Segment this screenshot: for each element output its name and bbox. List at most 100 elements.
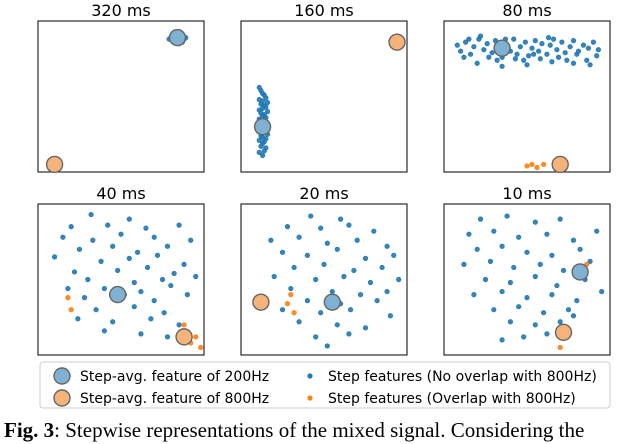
blue-point	[105, 222, 111, 228]
blue-point	[560, 267, 567, 274]
blue-point	[271, 273, 277, 280]
blue-point	[499, 63, 505, 69]
figure-caption: Fig. 3: Stepwise representations of the …	[4, 418, 640, 443]
blue-point	[514, 51, 520, 57]
blue-point	[85, 276, 91, 283]
blue-point	[466, 231, 472, 237]
blue-point	[184, 292, 190, 298]
blue-point	[574, 51, 580, 57]
blue-point	[584, 57, 590, 63]
blue-point	[181, 261, 187, 268]
legend-marker	[53, 389, 71, 407]
orange-point	[65, 295, 71, 301]
blue-point	[461, 261, 467, 268]
blue-point	[557, 216, 563, 222]
panel-title: 10 ms	[502, 184, 551, 203]
blue-point	[93, 307, 99, 313]
blue-point	[304, 252, 311, 258]
blue-point	[587, 62, 593, 68]
blue-point	[487, 258, 494, 264]
blue-point	[321, 261, 327, 268]
blue-point	[565, 307, 572, 313]
orange-point	[198, 344, 204, 351]
avg-800hz-marker	[175, 328, 193, 346]
blue-point	[68, 224, 74, 230]
blue-point	[126, 216, 132, 222]
blue-point	[471, 292, 477, 298]
blue-point	[599, 288, 605, 295]
blue-point	[537, 56, 543, 62]
blue-point	[98, 258, 104, 264]
blue-point	[477, 33, 484, 39]
blue-point	[347, 307, 354, 313]
blue-point	[279, 249, 286, 255]
blue-point	[474, 246, 480, 252]
orange-point	[181, 322, 187, 328]
blue-point	[570, 237, 577, 243]
orange-point	[193, 334, 199, 340]
blue-point	[367, 279, 374, 286]
blue-point	[164, 334, 171, 340]
blue-point	[574, 298, 580, 304]
blue-point	[279, 307, 286, 313]
blue-point	[341, 273, 347, 280]
blue-point	[554, 47, 560, 53]
blue-point	[521, 334, 527, 340]
blue-point	[489, 50, 495, 56]
blue-point	[517, 44, 523, 50]
blue-point	[511, 36, 517, 42]
blue-point	[471, 44, 477, 50]
blue-point	[494, 57, 500, 63]
blue-point	[288, 285, 294, 292]
blue-point	[151, 298, 157, 304]
blue-point	[594, 228, 600, 234]
blue-point	[176, 222, 182, 228]
blue-point	[110, 243, 116, 249]
blue-point	[351, 267, 357, 274]
blue-point	[550, 36, 557, 42]
blue-point	[570, 60, 577, 66]
avg-800hz-marker	[45, 155, 64, 174]
orange-point	[534, 164, 540, 171]
blue-point	[580, 42, 587, 48]
blue-point	[90, 237, 96, 243]
legend-box	[39, 361, 611, 409]
panel-title: 320 ms	[91, 1, 151, 20]
blue-point	[264, 99, 271, 106]
blue-point	[268, 237, 274, 243]
blue-point	[135, 249, 141, 255]
blue-point	[512, 56, 518, 62]
panel-frame	[240, 20, 408, 173]
blue-point	[499, 243, 505, 249]
scatter-panel: 40 ms	[37, 184, 205, 356]
legend-label: Step features (No overlap with 800Hz)	[328, 369, 597, 385]
scatter-panel: 10 ms	[443, 184, 611, 356]
blue-point	[555, 54, 562, 60]
legend-label: Step features (Overlap with 800Hz)	[328, 391, 576, 407]
blue-point	[131, 279, 137, 286]
legend-marker	[307, 395, 313, 401]
blue-point	[549, 252, 555, 258]
blue-point	[540, 310, 547, 316]
blue-point	[164, 243, 171, 249]
blue-point	[296, 319, 302, 325]
blue-point	[126, 255, 132, 261]
blue-point	[379, 264, 385, 271]
caption-label: Fig. 3	[4, 418, 55, 442]
orange-point	[529, 161, 535, 168]
blue-point	[362, 255, 369, 261]
blue-point	[291, 264, 297, 271]
panel-title: 80 ms	[502, 1, 551, 20]
blue-point	[466, 36, 472, 42]
panel-frame	[240, 203, 408, 356]
blue-point	[532, 322, 538, 328]
blue-point	[101, 328, 107, 334]
blue-point	[161, 310, 167, 316]
avg-200hz-marker	[493, 39, 511, 57]
blue-point	[346, 222, 352, 228]
blue-point	[539, 41, 545, 47]
legend-label: Step-avg. feature of 200Hz	[80, 369, 269, 385]
blue-point	[110, 319, 116, 325]
blue-point	[521, 57, 527, 63]
blue-point	[544, 51, 550, 57]
